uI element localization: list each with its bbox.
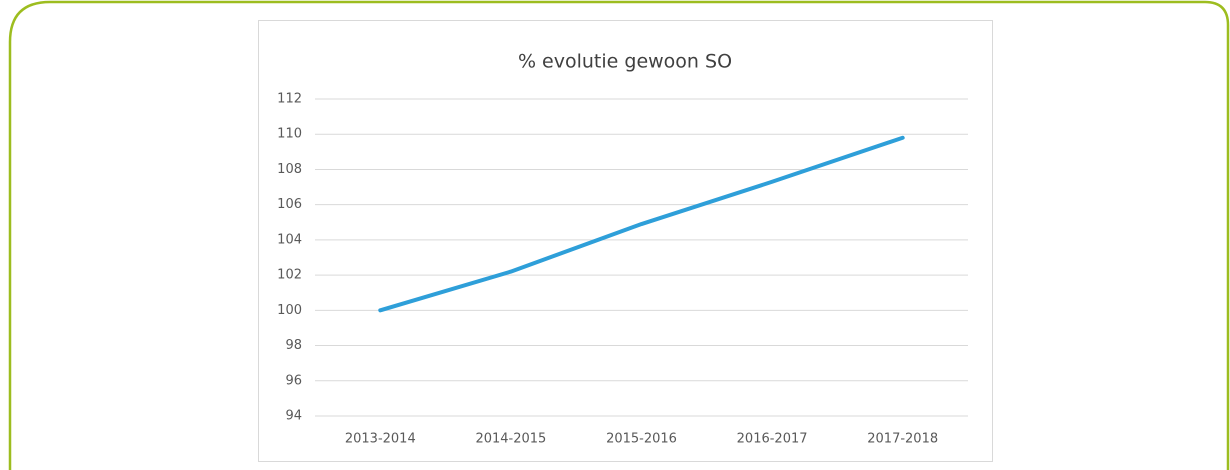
y-tick-label: 98: [285, 338, 302, 353]
y-tick-label: 110: [277, 127, 302, 142]
y-tick-label: 108: [277, 162, 302, 177]
line: [378, 135, 905, 313]
y-tick-label: 106: [277, 197, 302, 212]
x-tick-label: 2013-2014: [345, 432, 416, 447]
y-tick-label: 100: [277, 303, 302, 318]
frame: [8, 0, 1230, 470]
chart-area: [258, 20, 993, 462]
y-tick-label: 96: [285, 373, 302, 388]
x-tick-label: 2016-2017: [737, 432, 808, 447]
y-tick-label: 102: [277, 268, 302, 283]
y-tick-label: 94: [285, 409, 302, 424]
chart-title: % evolutie gewoon SO: [518, 51, 732, 73]
x-tick-label: 2017-2018: [867, 432, 938, 447]
y-tick-label: 104: [277, 232, 302, 247]
y-tick-label: 112: [277, 92, 302, 107]
x-tick-label: 2015-2016: [606, 432, 677, 447]
x-tick-label: 2014-2015: [475, 432, 546, 447]
